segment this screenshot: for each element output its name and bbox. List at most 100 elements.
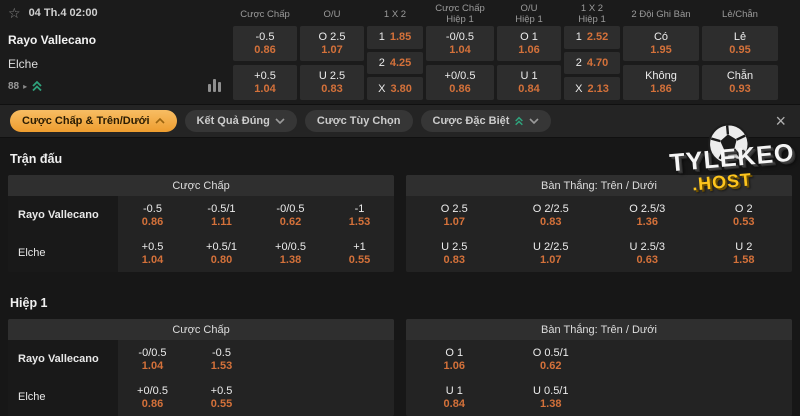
table-header: Bàn Thắng: Trên / Dưới xyxy=(406,175,792,196)
market-tab-bar: Cược Chấp & Trên/Dưới Kết Quả Đúng Cược … xyxy=(0,104,800,138)
odds-cell[interactable]: U 2.5 0.83 xyxy=(300,65,364,100)
tab-handicap-over-under[interactable]: Cược Chấp & Trên/Dưới xyxy=(10,110,177,132)
team-name: Elche xyxy=(8,378,118,416)
table-row: Rayo Vallecano -0/0.5 1.04 -0.5 1.53 xyxy=(8,340,394,378)
odds-cell[interactable]: -0.5 0.86 xyxy=(233,26,297,61)
odds-cell[interactable]: U 2.5 0.83 xyxy=(441,240,468,266)
odds-cell[interactable]: U 0.5/1 1.38 xyxy=(533,384,569,410)
odds-cell[interactable]: Có 1.95 xyxy=(623,26,699,61)
odds-cell-empty xyxy=(256,340,325,378)
table-header: Cược Chấp xyxy=(8,175,394,196)
odds-cell[interactable]: X 2.13 xyxy=(564,77,620,101)
chevron-up-icon xyxy=(154,118,165,124)
market-column-header: Cược Chấp Hiệp 1 xyxy=(435,3,485,25)
odds-cell[interactable]: O 1 1.06 xyxy=(497,26,561,61)
odds-cell[interactable]: +0/0.5 1.38 xyxy=(275,240,306,266)
column-over-under-half1: O/U Hiệp 1 O 1 1.06 U 1 0.84 xyxy=(497,3,561,104)
market-column-header: 1 X 2 Hiệp 1 xyxy=(578,3,606,25)
match-info: ☆ 04 Th.4 02:00 Rayo Vallecano Elche 88 … xyxy=(0,0,233,104)
odds-cell-empty xyxy=(599,378,696,416)
favorite-star-icon[interactable]: ☆ xyxy=(8,5,21,21)
trend-up-icon xyxy=(514,116,524,126)
odds-cell[interactable]: U 1 0.84 xyxy=(497,65,561,100)
market-column-header: 2 Đội Ghi Bàn xyxy=(631,8,691,20)
odds-trend-up-icon xyxy=(32,80,42,92)
table-row: O 1 1.06 O 0.5/1 0.62 xyxy=(406,340,792,378)
match-odds-card: ☆ 04 Th.4 02:00 Rayo Vallecano Elche 88 … xyxy=(0,0,800,104)
odds-cell-empty xyxy=(599,340,696,378)
odds-cell[interactable]: +0.5 1.04 xyxy=(233,65,297,100)
odds-cell[interactable]: O 0.5/1 0.62 xyxy=(532,346,569,372)
odds-cell-empty xyxy=(325,340,394,378)
odds-cell[interactable]: O 2.5/3 1.36 xyxy=(629,202,666,228)
column-handicap-half1: Cược Chấp Hiệp 1 -0/0.5 1.04 +0/0.5 0.86 xyxy=(426,3,494,104)
odds-cell[interactable]: 1 1.85 xyxy=(367,26,423,49)
odds-cell[interactable]: Chẵn 0.93 xyxy=(702,65,778,100)
odds-cell[interactable]: +0.5 1.04 xyxy=(141,240,164,266)
odds-cell[interactable]: -0.5 1.53 xyxy=(210,346,233,372)
markets-expand-arrow-icon: ▸ xyxy=(23,81,28,91)
close-icon[interactable]: × xyxy=(775,111,786,131)
odds-cell[interactable]: +0.5/1 0.80 xyxy=(206,240,237,266)
odds-cell[interactable]: +1 0.55 xyxy=(348,240,371,266)
markets-count: 88 xyxy=(8,80,20,92)
section-title-match: Trận đấu xyxy=(10,152,63,166)
market-column-header: Cược Chấp xyxy=(240,8,290,20)
odds-cell[interactable]: 2 4.70 xyxy=(564,51,620,75)
market-column-header: 1 X 2 xyxy=(383,8,407,20)
odds-cell[interactable]: +0/0.5 0.86 xyxy=(137,384,168,410)
odds-cell[interactable]: 2 4.25 xyxy=(367,51,423,75)
odds-cell[interactable]: X 3.80 xyxy=(367,77,423,101)
section-title-half1: Hiệp 1 xyxy=(10,296,48,310)
odds-cell[interactable]: +0/0.5 0.86 xyxy=(426,65,494,100)
column-both-teams-score: 2 Đội Ghi Bàn Có 1.95 Không 1.86 xyxy=(623,4,699,104)
odds-cell[interactable]: U 2 1.58 xyxy=(733,240,755,266)
odds-cell[interactable]: -0/0.5 0.62 xyxy=(276,202,305,228)
odds-cell[interactable]: 1 2.52 xyxy=(564,26,620,49)
market-column-header: Lẻ/Chẵn xyxy=(722,8,758,20)
odds-cell[interactable]: Không 1.86 xyxy=(623,65,699,100)
table-row: U 1 0.84 U 0.5/1 1.38 xyxy=(406,378,792,416)
table-row: Elche +0/0.5 0.86 +0.5 0.55 xyxy=(8,378,394,416)
column-over-under: O/U O 2.5 1.07 U 2.5 0.83 xyxy=(300,4,364,104)
markets-content: Trận đấu Cược Chấp Rayo Vallecano -0.5 0… xyxy=(0,139,800,416)
table-header: Bàn Thắng: Trên / Dưới xyxy=(406,319,792,340)
team-name: Rayo Vallecano xyxy=(8,196,118,234)
odds-cell[interactable]: -0.5/1 1.11 xyxy=(207,202,236,228)
tab-custom-bets[interactable]: Cược Tùy Chọn xyxy=(304,110,413,132)
table-row: Rayo Vallecano -0.5 0.86 -0.5/1 1.11 -0/… xyxy=(8,196,394,234)
odds-cell[interactable]: -1 1.53 xyxy=(348,202,371,228)
odds-cell-empty xyxy=(696,378,793,416)
away-team-name: Elche xyxy=(8,57,39,71)
odds-cell[interactable]: Lẻ 0.95 xyxy=(702,26,778,61)
odds-cell[interactable]: U 2.5/3 0.63 xyxy=(629,240,665,266)
column-odd-even: Lẻ/Chẵn Lẻ 0.95 Chẵn 0.93 xyxy=(702,4,778,104)
tab-correct-score[interactable]: Kết Quả Đúng xyxy=(184,110,297,132)
odds-cell-empty xyxy=(325,378,394,416)
odds-cell[interactable]: U 2/2.5 1.07 xyxy=(533,240,569,266)
more-markets[interactable]: 88 ▸ xyxy=(8,80,233,92)
market-column-header: O/U xyxy=(323,8,341,20)
odds-cell[interactable]: O 2/2.5 0.83 xyxy=(532,202,569,228)
odds-cell[interactable]: U 1 0.84 xyxy=(443,384,465,410)
odds-cell[interactable]: O 2.5 1.07 xyxy=(300,26,364,61)
column-1x2: 1 X 2 1 1.85 2 4.25 X 3.80 xyxy=(367,4,423,104)
odds-cell[interactable]: O 2 0.53 xyxy=(733,202,755,228)
odds-cell[interactable]: -0/0.5 1.04 xyxy=(138,346,167,372)
team-name: Elche xyxy=(8,234,118,272)
odds-cell[interactable]: O 1 1.06 xyxy=(443,346,465,372)
table-row: Elche +0.5 1.04 +0.5/1 0.80 +0/0.5 1.38 … xyxy=(8,234,394,272)
column-handicap: Cược Chấp -0.5 0.86 +0.5 1.04 xyxy=(233,4,297,104)
odds-cell[interactable]: O 2.5 1.07 xyxy=(440,202,468,228)
odds-cell[interactable]: -0/0.5 1.04 xyxy=(426,26,494,61)
tab-special-bets[interactable]: Cược Đặc Biệt xyxy=(420,110,552,132)
odds-cell[interactable]: -0.5 0.86 xyxy=(141,202,164,228)
odds-cell-empty xyxy=(256,378,325,416)
home-team-name: Rayo Vallecano xyxy=(8,33,97,47)
team-name: Rayo Vallecano xyxy=(8,340,118,378)
stats-chart-icon[interactable] xyxy=(208,79,221,92)
market-column-header: O/U Hiệp 1 xyxy=(515,3,543,25)
odds-cell[interactable]: +0.5 0.55 xyxy=(210,384,233,410)
half1-handicap-table: Cược Chấp Rayo Vallecano -0/0.5 1.04 -0.… xyxy=(8,319,394,416)
match-time: 04 Th.4 02:00 xyxy=(28,7,98,19)
